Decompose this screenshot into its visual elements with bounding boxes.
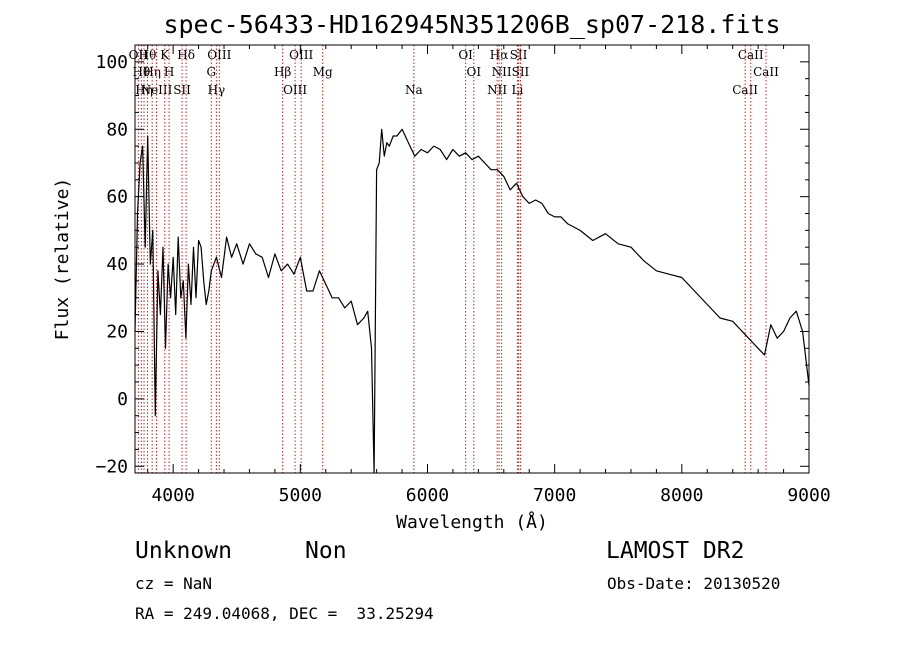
line-marker-label: OIII [207, 48, 231, 62]
line-marker-label: CaII [738, 48, 764, 62]
x-tick-label: 9000 [787, 485, 830, 506]
obs-date: Obs-Date: 20130520 [607, 574, 781, 593]
line-marker-label: CaII [753, 65, 779, 79]
line-marker-label: H [164, 65, 174, 79]
object-class: Unknown [135, 538, 232, 564]
redshift-readout: cz = NaN [135, 574, 213, 593]
line-marker-label: Hθ [133, 65, 151, 79]
line-marker-label: SII [510, 48, 528, 62]
line-marker-label: Hα [490, 48, 509, 62]
line-marker-label: CaII [732, 83, 758, 97]
spectrum-layer [134, 128, 810, 474]
y-tick-label: 60 [106, 187, 128, 208]
line-marker-label: NII [492, 65, 512, 79]
x-tick-label: 6000 [406, 485, 449, 506]
line-marker-label: SII [173, 83, 191, 97]
line-marker-label: OI [466, 65, 481, 79]
line-marker-label: OII [129, 48, 149, 62]
line-marker-label: NII [487, 83, 507, 97]
line-marker-label: OI [458, 48, 473, 62]
line-marker-label: Mg [313, 65, 333, 79]
line-marker-label: OIII [289, 48, 313, 62]
line-marker-label: Hγ [208, 83, 226, 97]
line-markers-layer: OIIHθHηHθHηNeIIIKHSIIHδGHγOIIIHβOIIIOIII… [129, 45, 779, 473]
line-marker-label: Hβ [274, 65, 291, 79]
object-subclass: Non [305, 538, 347, 564]
y-tick-label: 20 [106, 321, 128, 342]
spectrum-line [134, 128, 810, 474]
x-tick-label: 7000 [533, 485, 576, 506]
line-marker-label: SII [512, 65, 530, 79]
y-tick-label: −20 [95, 456, 128, 477]
y-axis-label: Flux (relative) [52, 178, 73, 341]
line-marker-label: NeIII [141, 83, 173, 97]
line-marker-label: Hθ [139, 48, 157, 62]
plot-frame [134, 44, 810, 474]
line-marker-label: G [207, 65, 217, 79]
line-marker-label: Na [405, 83, 423, 97]
x-tick-label: 8000 [660, 485, 703, 506]
axis-ticks-layer: 4000 5000 6000 7000 8000 9000 −20 0 20 40 60 80 100 [95, 45, 831, 506]
y-tick-label: 40 [106, 254, 128, 275]
line-marker-label: Hη [143, 65, 161, 79]
y-tick-label: 0 [117, 389, 128, 410]
line-marker-label: Li [511, 83, 523, 97]
chart-title: spec-56433-HD162945N351206B_sp07-218.fit… [163, 10, 780, 39]
line-marker-label: Hδ [177, 48, 195, 62]
line-marker-label: OIII [283, 83, 307, 97]
x-tick-label: 4000 [151, 485, 194, 506]
x-axis-label: Wavelength (Å) [396, 511, 548, 533]
line-marker-label: K [160, 48, 170, 62]
x-tick-label: 5000 [279, 485, 322, 506]
y-tick-label: 100 [95, 52, 128, 73]
y-tick-label: 80 [106, 119, 128, 140]
line-marker-label: Hη [135, 83, 153, 97]
survey-label: LAMOST DR2 [606, 538, 745, 564]
coordinates-readout: RA = 249.04068, DEC = 33.25294 [135, 604, 434, 623]
